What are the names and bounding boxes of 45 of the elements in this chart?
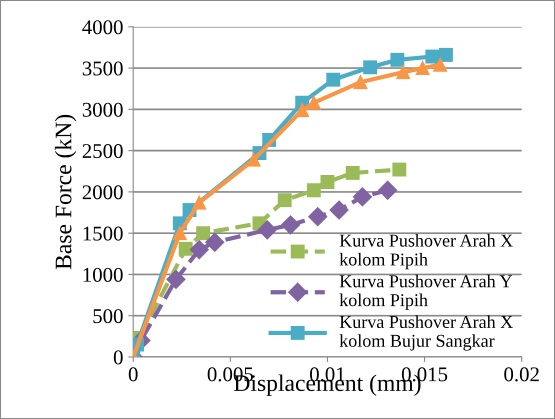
point xyxy=(190,240,209,260)
y-tick-label: 1500 xyxy=(84,226,123,241)
point xyxy=(178,242,193,256)
point xyxy=(306,183,321,198)
y-tick-label: 0 xyxy=(114,350,123,364)
point xyxy=(172,226,187,240)
point xyxy=(354,75,368,90)
y-tick-label: 4000 xyxy=(82,20,123,34)
point xyxy=(320,175,334,189)
point xyxy=(352,187,372,206)
point xyxy=(166,270,186,289)
y-tick-label: 2000 xyxy=(82,185,123,200)
point xyxy=(392,162,406,177)
y-tick-label: 1000 xyxy=(84,268,123,282)
x-tick-label: 0.02 xyxy=(504,367,539,382)
point xyxy=(416,61,430,76)
point xyxy=(306,96,321,110)
y-tick-label: 3500 xyxy=(82,61,123,76)
point xyxy=(346,166,360,180)
point xyxy=(246,152,261,167)
point xyxy=(439,48,453,62)
legend-label: Kurva Pushover Arah X kolom Pipih xyxy=(340,234,513,270)
point xyxy=(278,193,292,208)
point xyxy=(258,220,277,240)
point xyxy=(196,226,210,240)
y-axis-title: Base Force (kN) xyxy=(54,114,76,270)
y-tick-label: 2500 xyxy=(82,144,123,158)
y-tick-label: 3000 xyxy=(82,102,123,117)
point xyxy=(433,58,448,72)
point xyxy=(192,196,206,210)
point xyxy=(326,72,340,87)
point xyxy=(308,207,328,226)
x-tick-label: 0 xyxy=(128,367,138,382)
point xyxy=(281,215,300,234)
legend-label: Kurva Pushover Arah Y kolom Pipih xyxy=(340,274,512,310)
y-tick-label: 500 xyxy=(93,309,123,324)
point xyxy=(363,60,378,74)
point xyxy=(205,232,224,252)
legend-label: Kurva Pushover Arah X kolom Bujur Sangkar xyxy=(340,315,513,351)
point xyxy=(378,180,398,200)
point xyxy=(425,50,440,64)
point xyxy=(295,103,310,118)
point xyxy=(330,200,349,220)
point xyxy=(390,52,404,67)
point xyxy=(396,65,410,80)
